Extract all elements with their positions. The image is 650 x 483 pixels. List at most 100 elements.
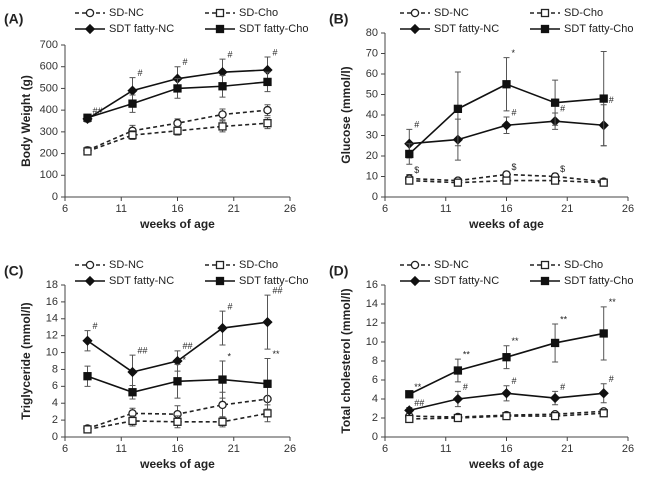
legend-marker [215,260,225,270]
y-tick-label: 2 [52,414,58,426]
y-tick-label: 10 [366,170,378,182]
significance-mark: # [228,49,233,59]
legend-label: SDT fatty-NC [109,275,174,287]
marker [173,126,182,135]
marker [405,390,414,399]
legend-label: SD-Cho [564,7,603,19]
y-tick-label: 200 [40,147,58,159]
significance-mark: ** [512,336,520,346]
series-line [409,410,604,418]
marker [173,84,182,93]
marker [599,329,608,338]
panel-label: (D) [329,263,348,279]
marker [262,317,273,328]
significance-mark: # [228,302,233,312]
marker [173,118,182,128]
marker [263,379,272,388]
x-tick-label: 11 [116,443,127,455]
x-tick-label: 6 [382,443,388,455]
marker [550,338,560,348]
significance-mark: ** [414,382,422,392]
x-tick-label: 6 [62,203,68,215]
legend-label: SDT fatty-Cho [239,23,309,35]
x-tick-label: 16 [500,443,512,455]
marker [128,388,137,397]
legend-marker [84,23,96,35]
significance-mark: ## [273,286,283,296]
y-tick-label: 10 [366,336,378,348]
marker [128,416,137,426]
legend-marker [409,275,421,287]
marker [404,405,415,416]
y-axis-label: Glucose (mmol/l) [339,66,353,163]
significance-mark: # [609,374,614,384]
y-tick-label: 0 [52,191,58,203]
series-line [409,173,604,183]
y-tick-label: 12 [46,330,58,342]
marker [405,176,414,185]
y-tick-label: 30 [366,129,378,141]
marker [263,119,272,128]
y-tick-label: 700 [40,39,58,51]
marker [452,393,464,405]
y-tick-label: 0 [372,191,378,203]
x-axis-label: weeks of age [468,217,544,231]
marker [82,335,93,346]
marker [550,176,560,185]
y-tick-label: 40 [366,109,378,121]
marker [218,375,227,384]
x-tick-label: 16 [500,203,512,215]
significance-mark: ## [414,398,424,408]
series-line [409,412,604,420]
x-tick-label: 21 [561,203,573,215]
y-tick-label: 16 [46,296,58,308]
significance-mark: # [183,57,188,67]
legend-label: SDT fatty-NC [434,275,499,287]
marker [405,149,414,159]
y-tick-label: 2 [372,412,378,424]
legend-label: SDT fatty-Cho [564,23,634,35]
y-tick-label: 16 [366,279,378,291]
significance-mark: ** [609,297,617,307]
marker [263,77,272,87]
marker [598,388,609,399]
significance-mark: * [183,355,187,365]
y-tick-label: 0 [372,431,378,443]
marker [550,411,560,421]
legend-marker [85,8,95,18]
legend-marker [409,23,421,35]
significance-mark: $ [512,162,517,172]
marker [217,322,228,334]
marker [502,176,511,185]
significance-mark: ## [183,341,193,351]
y-tick-label: 80 [366,27,378,39]
x-tick-label: 11 [440,203,451,215]
panel-label: (C) [4,263,23,279]
y-tick-label: 10 [46,346,58,358]
significance-mark: # [512,376,517,386]
legend-label: SD-Cho [564,259,603,271]
x-tick-label: 21 [561,443,573,455]
y-tick-label: 60 [366,68,378,80]
marker [218,122,227,131]
legend-label: SD-NC [109,259,144,271]
legend-marker [85,260,95,270]
marker [128,99,137,108]
legend-label: SD-Cho [239,259,278,271]
panel-label: (B) [329,11,348,27]
significance-mark: # [138,68,143,78]
marker [83,372,92,381]
legend-marker [410,8,420,18]
x-axis-label: weeks of age [468,457,544,471]
marker [173,417,182,426]
significance-mark: $ [414,165,419,175]
x-tick-label: 26 [284,443,296,455]
marker [501,388,512,399]
legend-label: SDT fatty-Cho [564,275,634,287]
marker [501,120,512,131]
marker [83,147,92,156]
marker [453,413,463,423]
panel-label: (A) [4,11,23,27]
y-tick-label: 8 [372,355,378,367]
y-tick-label: 0 [52,431,58,443]
